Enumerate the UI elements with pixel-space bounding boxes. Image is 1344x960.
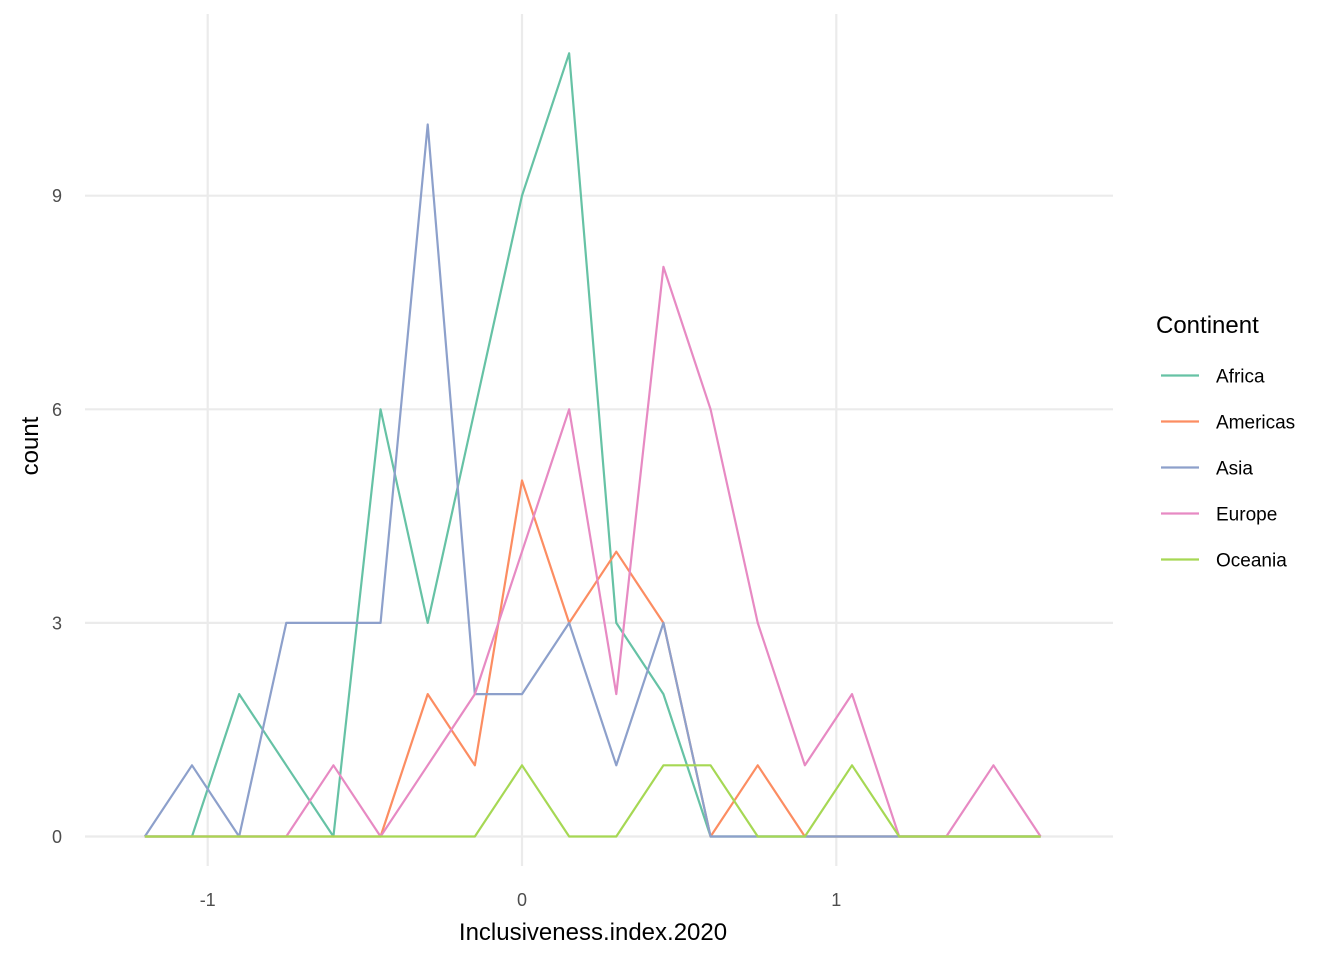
x-tick-labels: -1 0 1 <box>200 890 842 910</box>
legend-label-americas: Americas <box>1216 413 1295 434</box>
legend-label-africa: Africa <box>1216 367 1265 388</box>
series-line-oceania <box>144 764 1041 838</box>
legend-label-oceania: Oceania <box>1216 551 1287 572</box>
x-tick-label: 1 <box>831 890 841 910</box>
x-axis-title: Inclusiveness.index.2020 <box>459 919 727 946</box>
series-line-europe <box>144 265 1042 838</box>
legend-label-europe: Europe <box>1216 505 1277 526</box>
y-tick-label: 3 <box>52 613 62 633</box>
y-tick-labels: 0 3 6 9 <box>52 186 62 847</box>
y-tick-label: 6 <box>52 400 62 420</box>
series-layer <box>143 52 1042 838</box>
x-tick-label: -1 <box>200 890 216 910</box>
legend-title: Continent <box>1156 312 1259 339</box>
series-line-asia <box>143 123 1041 838</box>
grid-layer <box>85 14 1113 866</box>
x-tick-label: 0 <box>517 890 527 910</box>
series-line-africa <box>144 52 1041 838</box>
y-tick-label: 9 <box>52 186 62 206</box>
legend: Continent Africa Americas Asia Europe Oceani… <box>1156 312 1295 572</box>
y-axis-title: count <box>17 416 44 475</box>
y-tick-label: 0 <box>52 827 62 847</box>
legend-label-asia: Asia <box>1216 459 1253 480</box>
